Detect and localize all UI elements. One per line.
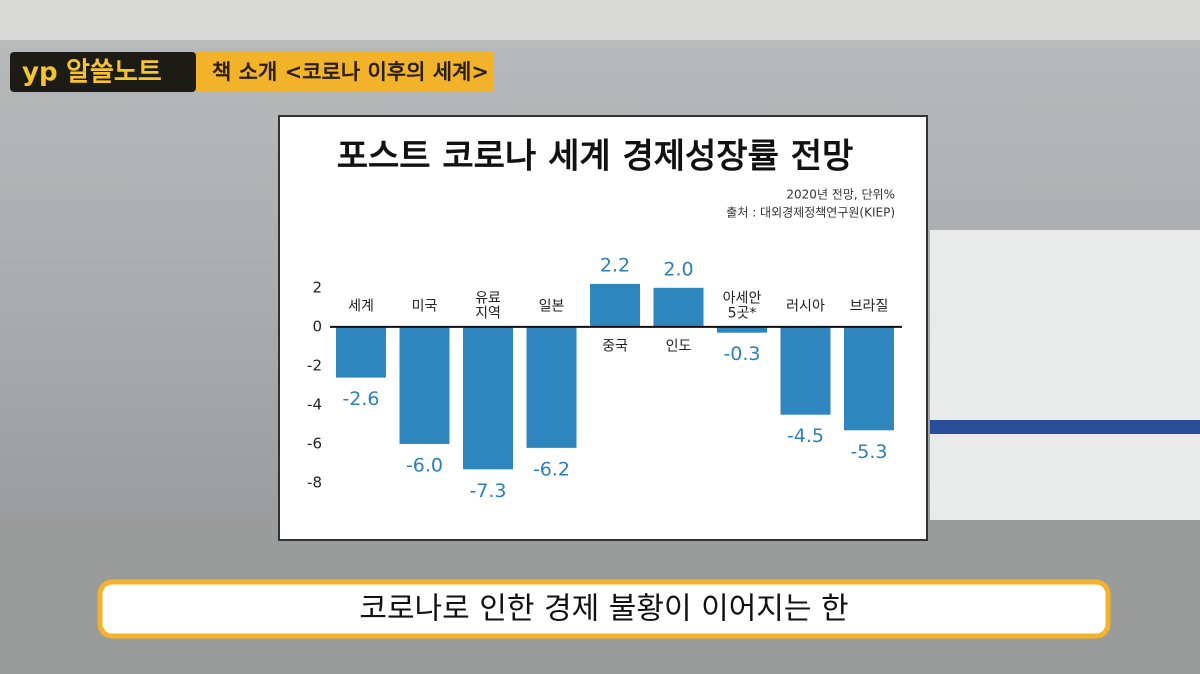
- x-tick-label: 일본: [538, 298, 565, 315]
- bar: [336, 326, 386, 378]
- value-label: 2.2: [600, 254, 630, 276]
- x-tick-label: 인도: [665, 338, 692, 355]
- chart-title: 포스트 코로나 세계 경제성장률 전망: [337, 137, 854, 177]
- logo-box: [10, 52, 196, 92]
- value-label: -4.5: [787, 425, 824, 447]
- y-tick-label: -4: [307, 395, 322, 413]
- value-label: -6.0: [406, 454, 443, 476]
- x-tick-label: 아세안 5곳*: [722, 290, 762, 322]
- banner-title: 책 소개 <코로나 이후의 세계>: [212, 60, 489, 84]
- x-tick-label: 세계: [348, 298, 374, 315]
- bar: [653, 287, 704, 327]
- logo: 알쓸노트: [66, 58, 162, 88]
- bar: [463, 326, 513, 470]
- y-tick-label: -2: [307, 356, 322, 374]
- x-tick-label: 브라질: [849, 298, 889, 315]
- value-label: -0.3: [723, 343, 760, 365]
- bar: [717, 326, 767, 333]
- chart-subtitle: 2020년 전망, 단위%: [786, 188, 895, 202]
- y-tick-label: 0: [312, 317, 322, 335]
- train-stripe: [930, 420, 1200, 434]
- y-tick-label: -6: [307, 434, 322, 452]
- y-tick-label: -8: [307, 474, 322, 492]
- x-tick-label: 러시아: [786, 298, 825, 315]
- chart-source: 출처 : 대외경제정책연구원(KIEP): [726, 205, 895, 220]
- banner: [196, 52, 494, 92]
- caption: 코로나로 인한 경제 불황이 이어지는 한: [359, 592, 848, 627]
- ceiling: [0, 0, 1200, 40]
- bar: [399, 326, 450, 444]
- value-label: -5.3: [850, 441, 887, 463]
- logo-mark: yp: [22, 58, 58, 88]
- caption-box: [97, 579, 1111, 639]
- train: [930, 230, 1200, 560]
- value-label: -2.6: [342, 388, 379, 410]
- value-label: -6.2: [533, 458, 570, 480]
- x-tick-label: 중국: [602, 338, 628, 355]
- x-tick-label: 미국: [411, 298, 438, 315]
- bar: [590, 283, 640, 327]
- x-tick-label: 유료 지역: [475, 290, 501, 322]
- value-label: 2.0: [663, 258, 693, 280]
- bar: [780, 326, 831, 415]
- bar: [844, 326, 894, 431]
- value-label: -7.3: [469, 480, 506, 502]
- y-tick-label: 2: [312, 278, 322, 296]
- bar: [526, 326, 577, 448]
